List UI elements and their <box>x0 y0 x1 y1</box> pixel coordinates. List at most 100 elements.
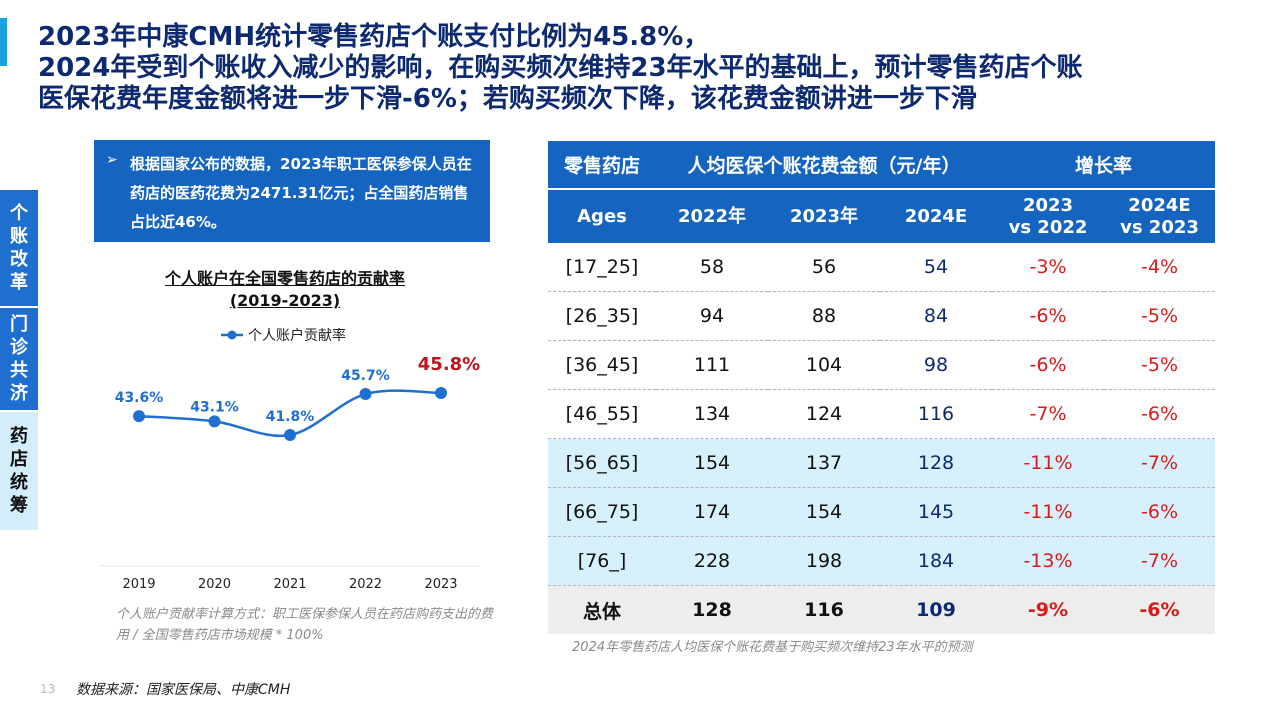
table-row: [66_75] 174 154 145 -11% -6% <box>548 487 1216 537</box>
header-growth-2024e-a: 2024E <box>1128 194 1191 216</box>
chart-title: 个人账户在全国零售药店的贡献率 (2019-2023) <box>120 268 450 312</box>
table-header-row-1: 零售药店 人均医保个账花费金额（元/年） 增长率 <box>548 141 1216 189</box>
cell-2024e: 84 <box>880 291 992 341</box>
data-point <box>208 415 221 428</box>
cell-growth-2024e: -6% <box>1104 487 1216 537</box>
side-tab-char: 药 <box>10 426 28 447</box>
cell-age: [46_55] <box>548 389 656 439</box>
page-number: 13 <box>40 682 56 696</box>
x-tick-label: 2023 <box>424 577 457 592</box>
header-growth-2023: 2023 vs 2022 <box>992 188 1104 243</box>
table-row: [36_45] 111 104 98 -6% -5% <box>548 340 1216 390</box>
side-tab-pharmacy-pooling[interactable]: 药 店 统 筹 <box>0 410 38 530</box>
cell-2023: 104 <box>768 340 880 390</box>
header-avg-spending: 人均医保个账花费金额（元/年） <box>656 141 992 189</box>
side-tab-personal-account-reform[interactable]: 个 账 改 革 <box>0 190 38 306</box>
data-point <box>435 387 447 399</box>
cell-2022: 174 <box>656 487 768 537</box>
side-tab-char: 账 <box>10 226 28 247</box>
chart-title-line-2: (2019-2023) <box>229 291 341 310</box>
cell-2022: 94 <box>656 291 768 341</box>
cell-age: [17_25] <box>548 243 656 292</box>
table-row: [76_] 228 198 184 -13% -7% <box>548 536 1216 586</box>
header-growth-2023-b: vs 2022 <box>1008 216 1088 238</box>
cell-growth-2023: -11% <box>992 438 1104 488</box>
cell-2024e: 98 <box>880 340 992 390</box>
data-label: 41.8% <box>266 409 315 425</box>
spending-table: 零售药店 人均医保个账花费金额（元/年） 增长率 Ages 2022年 2023… <box>548 141 1216 634</box>
side-tab-char: 改 <box>10 249 28 270</box>
data-label: 45.8% <box>418 354 480 375</box>
table-row-total: 总体 128 116 109 -9% -6% <box>548 585 1216 634</box>
x-tick-label: 2022 <box>349 577 382 592</box>
cell-growth-2023: -11% <box>992 487 1104 537</box>
side-tab-char: 革 <box>10 272 28 293</box>
cell-2024e: 54 <box>880 243 992 292</box>
cell-2022: 134 <box>656 389 768 439</box>
cell-2023: 137 <box>768 438 880 488</box>
title-line-2: 2024年受到个账收入减少的影响，在购买频次维持23年水平的基础上，预计零售药店… <box>38 53 1083 83</box>
side-tab-outpatient-mutual-aid[interactable]: 门 诊 共 济 <box>0 306 38 410</box>
cell-growth-2023: -3% <box>992 243 1104 292</box>
cell-growth-2023: -7% <box>992 389 1104 439</box>
header-growth-2024e: 2024E vs 2023 <box>1104 188 1216 243</box>
cell-growth-2023: -13% <box>992 536 1104 586</box>
x-tick-label: 2020 <box>198 577 231 592</box>
side-tab-char: 统 <box>10 472 28 493</box>
table-footnote: 2024年零售药店人均医保个账花费基于购买频次维持23年水平的预测 <box>572 640 973 655</box>
side-tab-char: 筹 <box>10 495 28 516</box>
page-title: 2023年中康CMH统计零售药店个账支付比例为45.8%， 2024年受到个账收… <box>38 22 1268 115</box>
spending-table-container: 零售药店 人均医保个账花费金额（元/年） 增长率 Ages 2022年 2023… <box>548 141 1216 634</box>
data-source: 数据来源：国家医保局、中康CMH <box>76 682 291 698</box>
cell-2024e: 145 <box>880 487 992 537</box>
header-growth-2023-a: 2023 <box>1022 194 1074 216</box>
side-tab-char: 共 <box>10 360 28 381</box>
header-2022: 2022年 <box>656 188 768 243</box>
cell-2023: 198 <box>768 536 880 586</box>
table-row: [46_55] 134 124 116 -7% -6% <box>548 389 1216 439</box>
header-growth-2024e-b: vs 2023 <box>1120 216 1199 238</box>
cell-growth-2024e: -5% <box>1104 340 1216 390</box>
data-label: 43.1% <box>190 399 239 415</box>
header-ages: Ages <box>548 188 656 243</box>
cell-growth-2024e: -4% <box>1104 243 1216 292</box>
cell-2024e: 184 <box>880 536 992 586</box>
x-tick-label: 2021 <box>273 577 306 592</box>
cell-growth-2024e: -5% <box>1104 291 1216 341</box>
data-point <box>359 388 372 401</box>
cell-2022: 128 <box>656 585 768 634</box>
title-line-3: 医保花费年度金额将进一步下滑-6%；若购买频次下降，该花费金额讲进一步下滑 <box>38 84 977 114</box>
cell-growth-2023: -6% <box>992 340 1104 390</box>
cell-2023: 116 <box>768 585 880 634</box>
cell-age: [56_65] <box>548 438 656 488</box>
cell-growth-2024e: -7% <box>1104 536 1216 586</box>
table-header-row-2: Ages 2022年 2023年 2024E 2023 vs 2022 2024… <box>548 188 1216 243</box>
cell-age: 总体 <box>548 585 656 634</box>
side-tab-char: 济 <box>10 383 28 404</box>
cell-growth-2024e: -7% <box>1104 438 1216 488</box>
notice-text: 根据国家公布的数据，2023年职工医保参保人员在药店的医药花费为2471.31亿… <box>130 155 472 231</box>
data-label: 43.6% <box>115 390 164 406</box>
data-point <box>133 410 145 423</box>
chart-footnote: 个人账户贡献率计算方式：职工医保参保人员在药店购药支出的费用 / 全国零售药店市… <box>116 607 494 643</box>
legend-marker <box>227 330 237 340</box>
cell-2022: 228 <box>656 536 768 586</box>
legend-label: 个人账户贡献率 <box>248 327 346 344</box>
cell-growth-2024e: -6% <box>1104 585 1216 634</box>
cell-2022: 154 <box>656 438 768 488</box>
table-row: [26_35] 94 88 84 -6% -5% <box>548 291 1216 341</box>
table-row: [17_25] 58 56 54 -3% -4% <box>548 243 1216 292</box>
side-tab-char: 诊 <box>10 337 28 358</box>
cell-2024e: 128 <box>880 438 992 488</box>
notice-box: ➢ 根据国家公布的数据，2023年职工医保参保人员在药店的医药花费为2471.3… <box>94 140 490 242</box>
bullet-arrow-icon: ➢ <box>106 152 118 168</box>
cell-age: [26_35] <box>548 291 656 341</box>
cell-2023: 154 <box>768 487 880 537</box>
cell-2024e: 116 <box>880 389 992 439</box>
cell-age: [66_75] <box>548 487 656 537</box>
cell-2022: 111 <box>656 340 768 390</box>
data-point <box>284 429 296 441</box>
data-label: 45.7% <box>341 368 390 384</box>
side-tab-char: 店 <box>10 449 28 470</box>
cell-age: [76_] <box>548 536 656 586</box>
